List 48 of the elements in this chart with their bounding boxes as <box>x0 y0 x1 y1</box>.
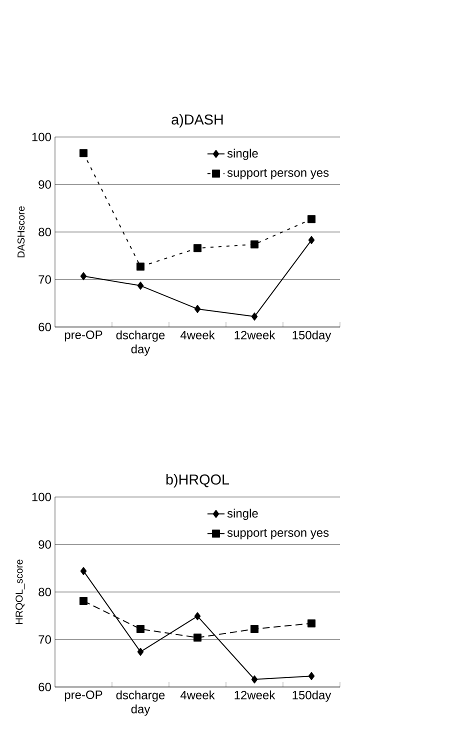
point <box>307 619 316 628</box>
y-tick-label: 100 <box>32 132 51 142</box>
y-tick-label: 90 <box>38 180 51 189</box>
y-axis-title: DASHscore <box>18 206 25 258</box>
point <box>250 625 258 634</box>
point <box>79 149 88 158</box>
y-tick-label: 60 <box>38 322 51 332</box>
point <box>193 244 202 252</box>
x-tick-label: 12week <box>234 330 276 340</box>
point <box>136 625 144 634</box>
x-tick-label: 12week <box>234 690 276 700</box>
x-tick-label: 4week <box>180 330 215 340</box>
chart-title: b)HRQOL <box>166 474 230 488</box>
point <box>251 675 258 684</box>
x-tick-label: 150day <box>292 330 332 342</box>
x-tick-label: 150day <box>292 690 332 702</box>
point <box>136 262 144 271</box>
point <box>308 672 315 680</box>
x-tick-label: 4week <box>180 690 215 700</box>
point <box>194 304 201 313</box>
point <box>80 567 87 576</box>
legend-label: support person yes <box>227 168 329 180</box>
x-tick-label: pre-OP <box>64 690 102 702</box>
chart-title: a)DASH <box>172 114 223 128</box>
y-tick-label: 60 <box>38 682 51 692</box>
point <box>137 648 144 656</box>
point <box>79 597 88 606</box>
point <box>137 282 144 290</box>
point <box>308 236 315 244</box>
y-tick-label: 70 <box>38 635 51 644</box>
legend-label: single <box>227 508 258 520</box>
y-tick-label: 90 <box>38 540 51 549</box>
y-tick-label: 70 <box>38 275 51 284</box>
x-tick-label: dscharge day <box>116 690 165 716</box>
point <box>250 240 258 248</box>
point <box>307 215 316 224</box>
y-tick-label: 100 <box>32 492 51 502</box>
x-tick-label: pre-OP <box>64 330 102 342</box>
point <box>193 634 202 642</box>
point <box>194 612 201 620</box>
y-axis-title: HRQOL_score <box>16 560 25 624</box>
legend-label: single <box>227 148 258 160</box>
point <box>251 312 258 321</box>
legend-label: support person yes <box>227 528 329 540</box>
point <box>80 272 87 280</box>
x-tick-label: dscharge day <box>116 330 165 356</box>
y-tick-label: 80 <box>38 228 51 236</box>
y-tick-label: 80 <box>38 588 51 596</box>
